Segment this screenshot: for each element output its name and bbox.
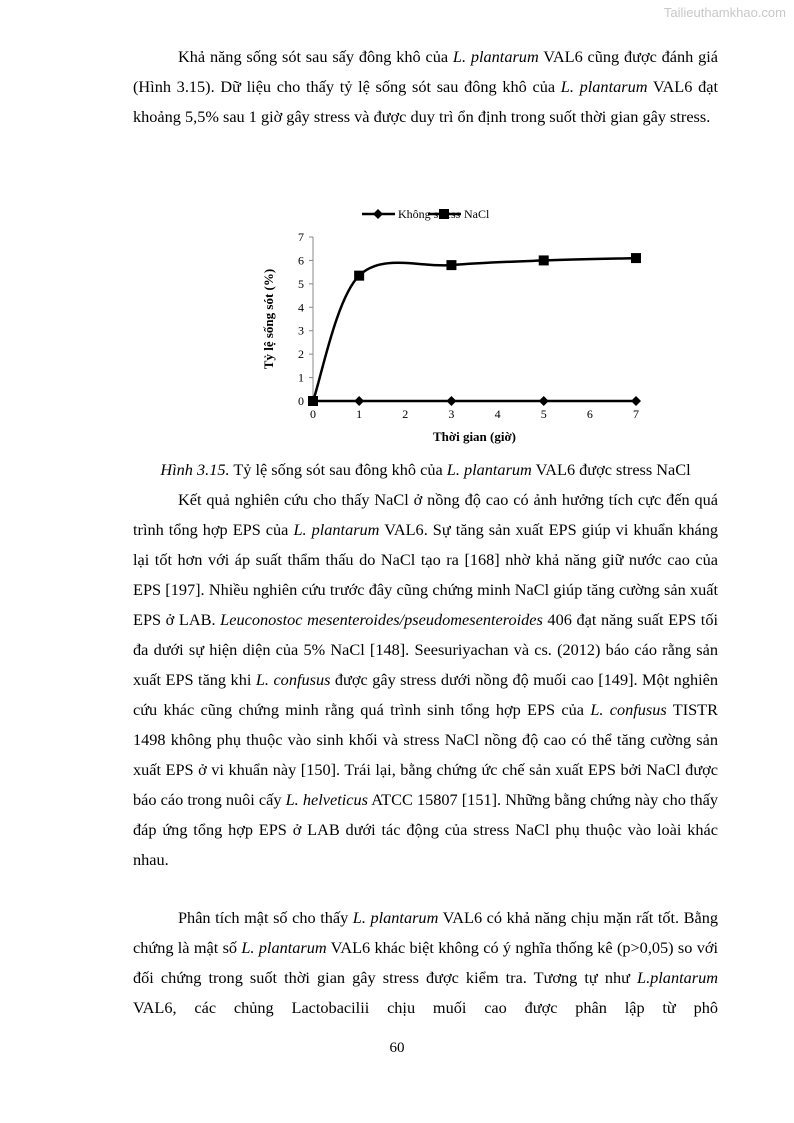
italic-text: L. helveticus	[285, 790, 368, 809]
italic-text: L. confusus	[590, 700, 667, 719]
y-tick-label: 3	[298, 324, 304, 338]
legend-marker	[373, 209, 383, 219]
data-point	[354, 270, 365, 281]
y-tick-label: 5	[298, 277, 304, 291]
paragraph-3: Phân tích mật số cho thấy L. plantarum V…	[133, 903, 718, 1023]
text-segment: VAL6 đạt khoảng 5,5% sau 1 giờ gây stres…	[133, 77, 718, 126]
x-tick-label: 1	[356, 407, 362, 421]
data-point	[308, 396, 318, 406]
data-point	[631, 253, 641, 264]
page-number: 60	[389, 1040, 405, 1056]
text-segment: VAL6 khác biệt không có ý nghĩa thống kê…	[133, 938, 718, 987]
legend-marker	[439, 209, 449, 219]
text-segment: VAL6 cũng được đánh giá (Hình 3.15). Dữ …	[133, 47, 718, 96]
x-axis-label: Thời gian (giờ)	[433, 429, 516, 444]
text-segment: Tỷ lệ sống sót sau đông khô của	[229, 460, 447, 479]
data-point	[538, 255, 549, 266]
y-tick-label: 4	[298, 300, 304, 314]
italic-text: L. plantarum	[293, 520, 380, 539]
italic-text: L. plantarum	[560, 77, 648, 96]
data-point	[631, 396, 641, 406]
legend-label: NaCl	[464, 207, 490, 221]
x-tick-label: 7	[633, 407, 639, 421]
x-tick-label: 5	[541, 407, 547, 421]
data-point	[446, 396, 457, 406]
text-segment: TISTR 1498 không phụ thuộc vào sinh khối…	[133, 700, 718, 809]
x-tick-label: 4	[495, 407, 501, 421]
data-point	[354, 396, 365, 406]
text-segment: Phân tích mật số cho thấy	[178, 908, 353, 927]
italic-text: L.plantarum	[637, 968, 718, 987]
y-tick-label: 0	[298, 394, 304, 408]
x-tick-label: 0	[310, 407, 316, 421]
y-axis-label: Tỷ lệ sống sót (%)	[261, 269, 276, 369]
watermark: Tailieuthamkhao.com	[663, 5, 786, 20]
y-tick-label: 2	[298, 347, 304, 361]
text-segment: được gây stress dưới nồng độ muối cao [1…	[133, 670, 718, 719]
italic-text: L. plantarum	[241, 938, 327, 957]
paragraph-1: Khả năng sống sót sau sấy đông khô của L…	[133, 42, 718, 132]
text-segment: VAL6 có khả năng chịu mặn rất tốt. Bằng …	[133, 908, 719, 957]
italic-text: L. confusus	[255, 670, 331, 689]
text-segment: VAL6. Sự tăng sản xuất EPS giúp vi khuẩn…	[133, 520, 718, 629]
data-point	[446, 260, 457, 271]
x-tick-label: 6	[587, 407, 593, 421]
italic-text: L. plantarum	[352, 908, 439, 927]
x-tick-label: 2	[402, 407, 408, 421]
italic-text: Hình 3.15.	[160, 460, 230, 479]
data-point	[538, 396, 549, 406]
text-segment: Khả năng sống sót sau sấy đông khô của	[178, 47, 453, 66]
italic-text: L. plantarum	[446, 460, 532, 479]
text-segment: VAL6 được stress NaCl	[531, 460, 691, 479]
y-tick-label: 1	[298, 371, 304, 385]
italic-text: L. plantarum	[452, 47, 539, 66]
survival-chart: 0 1 2 3 4 5 6 7 0 1 2 3 4 5 6 7 Thời gian (giờ) Tỷ lệ sốn…	[261, 207, 641, 444]
figure-caption: Hình 3.15. Tỷ lệ sống sót sau đông khô c…	[133, 455, 718, 485]
italic-text: Leuconostoc mesenteroides/pseudomesenter…	[220, 610, 543, 629]
text-segment: VAL6, các chủng Lactobacilii chịu muối c…	[133, 998, 718, 1017]
y-tick-label: 6	[298, 253, 304, 267]
y-tick-label: 7	[298, 230, 304, 244]
text-segment: 406 đạt năng suất EPS tối đa dưới sự hiệ…	[133, 610, 718, 689]
text-segment: Kết quả nghiên cứu cho thấy NaCl ở nồng …	[133, 490, 718, 539]
text-segment: ATCC 15807 [151]. Những bằng chứng này c…	[133, 790, 718, 869]
x-tick-label: 3	[448, 407, 454, 421]
paragraph-2: Kết quả nghiên cứu cho thấy NaCl ở nồng …	[133, 485, 718, 875]
